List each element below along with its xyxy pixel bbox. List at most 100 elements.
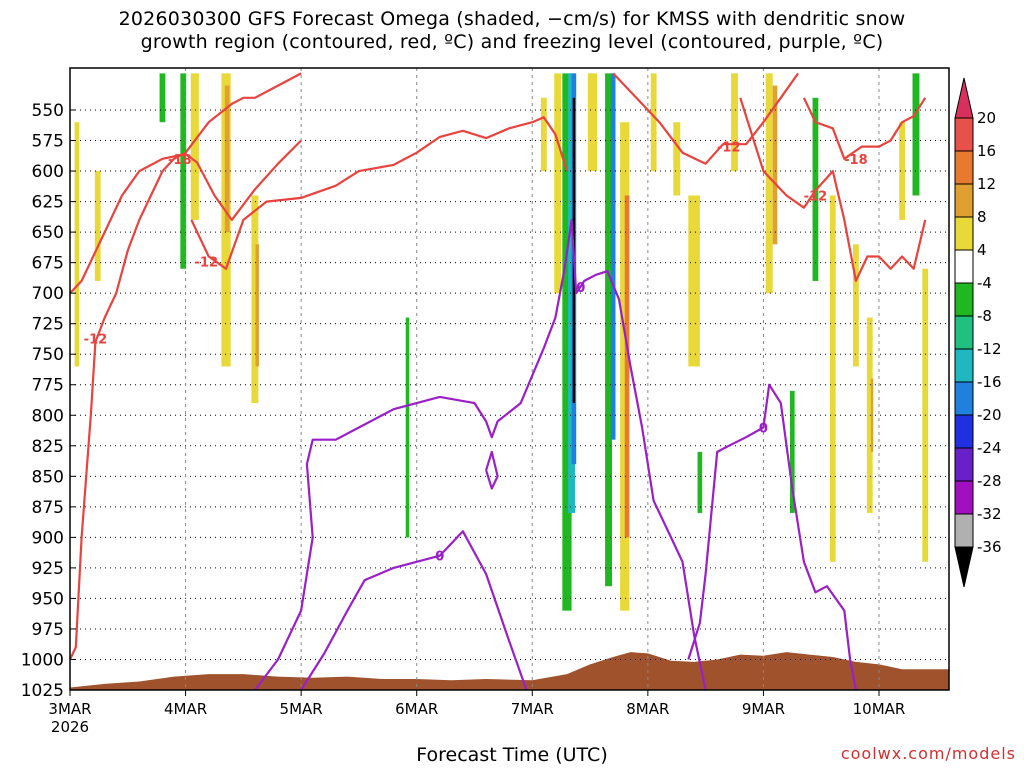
colorbar-label: -4 <box>977 274 992 292</box>
y-tick-label: 900 <box>32 528 64 548</box>
y-tick-label: 675 <box>32 254 64 274</box>
freezing-level-contour-line <box>300 530 528 691</box>
omega-shade-cell <box>870 378 874 452</box>
y-tick-label: 575 <box>32 132 64 152</box>
omega-shade-cell <box>224 85 230 233</box>
y-tick-label: 775 <box>32 376 64 396</box>
omega-shade-cell <box>650 73 657 172</box>
colorbar-label: -8 <box>977 307 992 325</box>
omega-shade-cell <box>568 73 576 513</box>
colorbar-swatch <box>954 315 974 350</box>
x-tick-label: 6MAR <box>395 700 438 718</box>
y-tick-label: 1000 <box>21 650 64 670</box>
dgz-contour-line <box>802 97 927 160</box>
dgz-contour-line <box>69 72 302 660</box>
y-tick-label: 975 <box>32 620 64 640</box>
omega-shade-cell <box>688 195 700 367</box>
colorbar-label: -28 <box>977 472 1002 490</box>
x-tick-year-label: 2026 <box>51 718 89 736</box>
colorbar-label: -24 <box>977 439 1002 457</box>
y-tick-label: 825 <box>32 437 64 457</box>
omega-shade-cell <box>74 122 80 367</box>
x-axis-label: Forecast Time (UTC) <box>416 744 608 766</box>
dgz-contour-label: -12 <box>195 255 219 270</box>
colorbar-swatch <box>954 282 974 317</box>
y-tick-label: 950 <box>32 589 64 609</box>
colorbar-swatch <box>954 480 974 515</box>
omega-shade-cell <box>697 451 703 513</box>
omega-shade-cell <box>159 73 166 123</box>
terrain-surface <box>70 652 949 690</box>
colorbar-label: -20 <box>977 406 1002 424</box>
dgz-contour-line <box>69 139 302 294</box>
colorbar-label: 20 <box>977 109 996 127</box>
omega-shade-cell <box>540 97 547 172</box>
colorbar-swatch <box>954 249 974 284</box>
y-tick-label: 925 <box>32 559 64 579</box>
colorbar-swatch <box>954 183 974 218</box>
plot-frame <box>69 67 950 691</box>
y-tick-label: 875 <box>32 498 64 518</box>
y-tick-label: 700 <box>32 284 64 304</box>
x-tick-label: 3MAR <box>48 700 91 718</box>
colorbar-swatch <box>954 381 974 416</box>
y-tick-label: 625 <box>32 193 64 213</box>
freezing-level-contour-label: 0 <box>435 550 444 565</box>
omega-shade-cell <box>829 195 836 562</box>
colorbar-swatch <box>954 447 974 482</box>
freezing-level-contour-line <box>254 218 707 691</box>
colorbar-label: -32 <box>977 505 1002 523</box>
colorbar-label: -12 <box>977 340 1002 358</box>
y-tick-label: 650 <box>32 223 64 243</box>
colorbar-arrow-bottom <box>954 546 974 588</box>
omega-shade-cell <box>554 73 562 294</box>
credit-link[interactable]: coolwx.com/models <box>840 744 1016 763</box>
x-tick-label: 4MAR <box>164 700 207 718</box>
omega-shading-layer <box>74 73 929 611</box>
colorbar-swatch <box>954 216 974 251</box>
omega-shade-cell <box>772 85 778 245</box>
dgz-contour-label: -18 <box>168 153 192 168</box>
colorbar-swatch <box>954 150 974 185</box>
freezing-level-contour-line <box>485 450 499 490</box>
x-tick-label: 5MAR <box>280 700 323 718</box>
dgz-contour-label: -18 <box>844 153 868 168</box>
omega-shade-cell <box>587 73 598 172</box>
omega-shade-cell <box>866 317 873 513</box>
y-tick-label: 800 <box>32 406 64 426</box>
omega-shade-cell <box>610 73 616 440</box>
omega-shade-cell <box>605 73 613 587</box>
y-tick-label: 750 <box>32 345 64 365</box>
omega-shade-cell <box>912 73 920 196</box>
omega-shade-cell <box>180 73 187 269</box>
dgz-contour-label: -12 <box>84 332 108 347</box>
colorbar-label: -36 <box>977 538 1002 556</box>
y-tick-label: 600 <box>32 162 64 182</box>
x-tick-label: 9MAR <box>742 700 785 718</box>
chart-title-line-1: 2026030300 GFS Forecast Omega (shaded, −… <box>118 8 906 30</box>
dgz-contour-line <box>739 97 927 282</box>
omega-shade-cell <box>255 244 259 367</box>
omega-shade-cell <box>94 171 101 281</box>
colorbar-swatch <box>954 513 974 548</box>
contour-layer: -12 -18 -12 -12 -12 -18 0 0 0 <box>69 72 927 691</box>
y-tick-label: 850 <box>32 467 64 487</box>
x-tick-label: 8MAR <box>626 700 669 718</box>
omega-shade-cell <box>562 73 572 611</box>
x-tick-label: 7MAR <box>511 700 554 718</box>
colorbar-swatch <box>954 414 974 449</box>
freezing-level-contour-line <box>687 383 857 691</box>
omega-shade-cell <box>190 73 199 220</box>
dgz-contour-label: -12 <box>717 141 741 156</box>
colorbar-label: 8 <box>977 208 987 226</box>
colorbar-label: -16 <box>977 373 1002 391</box>
omega-shade-cell <box>673 122 681 196</box>
grid-layer <box>70 68 949 691</box>
colorbar-label: 16 <box>977 142 996 160</box>
freezing-level-contour-label: 0 <box>576 281 585 296</box>
colorbar: 20 16 12 8 4 -4 -8 -12 -16 -20 -24 -28 -32 -36 <box>954 77 1002 588</box>
chart-title-line-2: growth region (contoured, red, ºC) and f… <box>140 31 884 53</box>
omega-shade-cell <box>624 195 630 538</box>
